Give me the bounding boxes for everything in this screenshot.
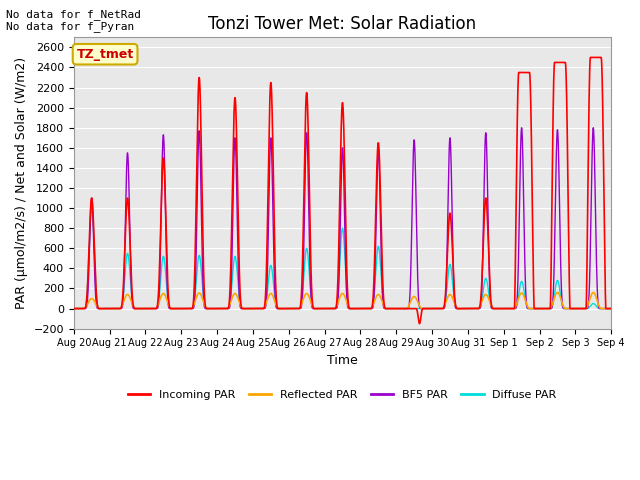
Legend: Incoming PAR, Reflected PAR, BF5 PAR, Diffuse PAR: Incoming PAR, Reflected PAR, BF5 PAR, Di… [124,386,561,405]
Text: No data for f_NetRad: No data for f_NetRad [6,9,141,20]
Text: No data for f_Pyran: No data for f_Pyran [6,21,134,32]
X-axis label: Time: Time [327,354,358,367]
Text: TZ_tmet: TZ_tmet [76,48,134,61]
Title: Tonzi Tower Met: Solar Radiation: Tonzi Tower Met: Solar Radiation [209,15,477,33]
Y-axis label: PAR (μmol/m2/s) / Net and Solar (W/m2): PAR (μmol/m2/s) / Net and Solar (W/m2) [15,57,28,309]
